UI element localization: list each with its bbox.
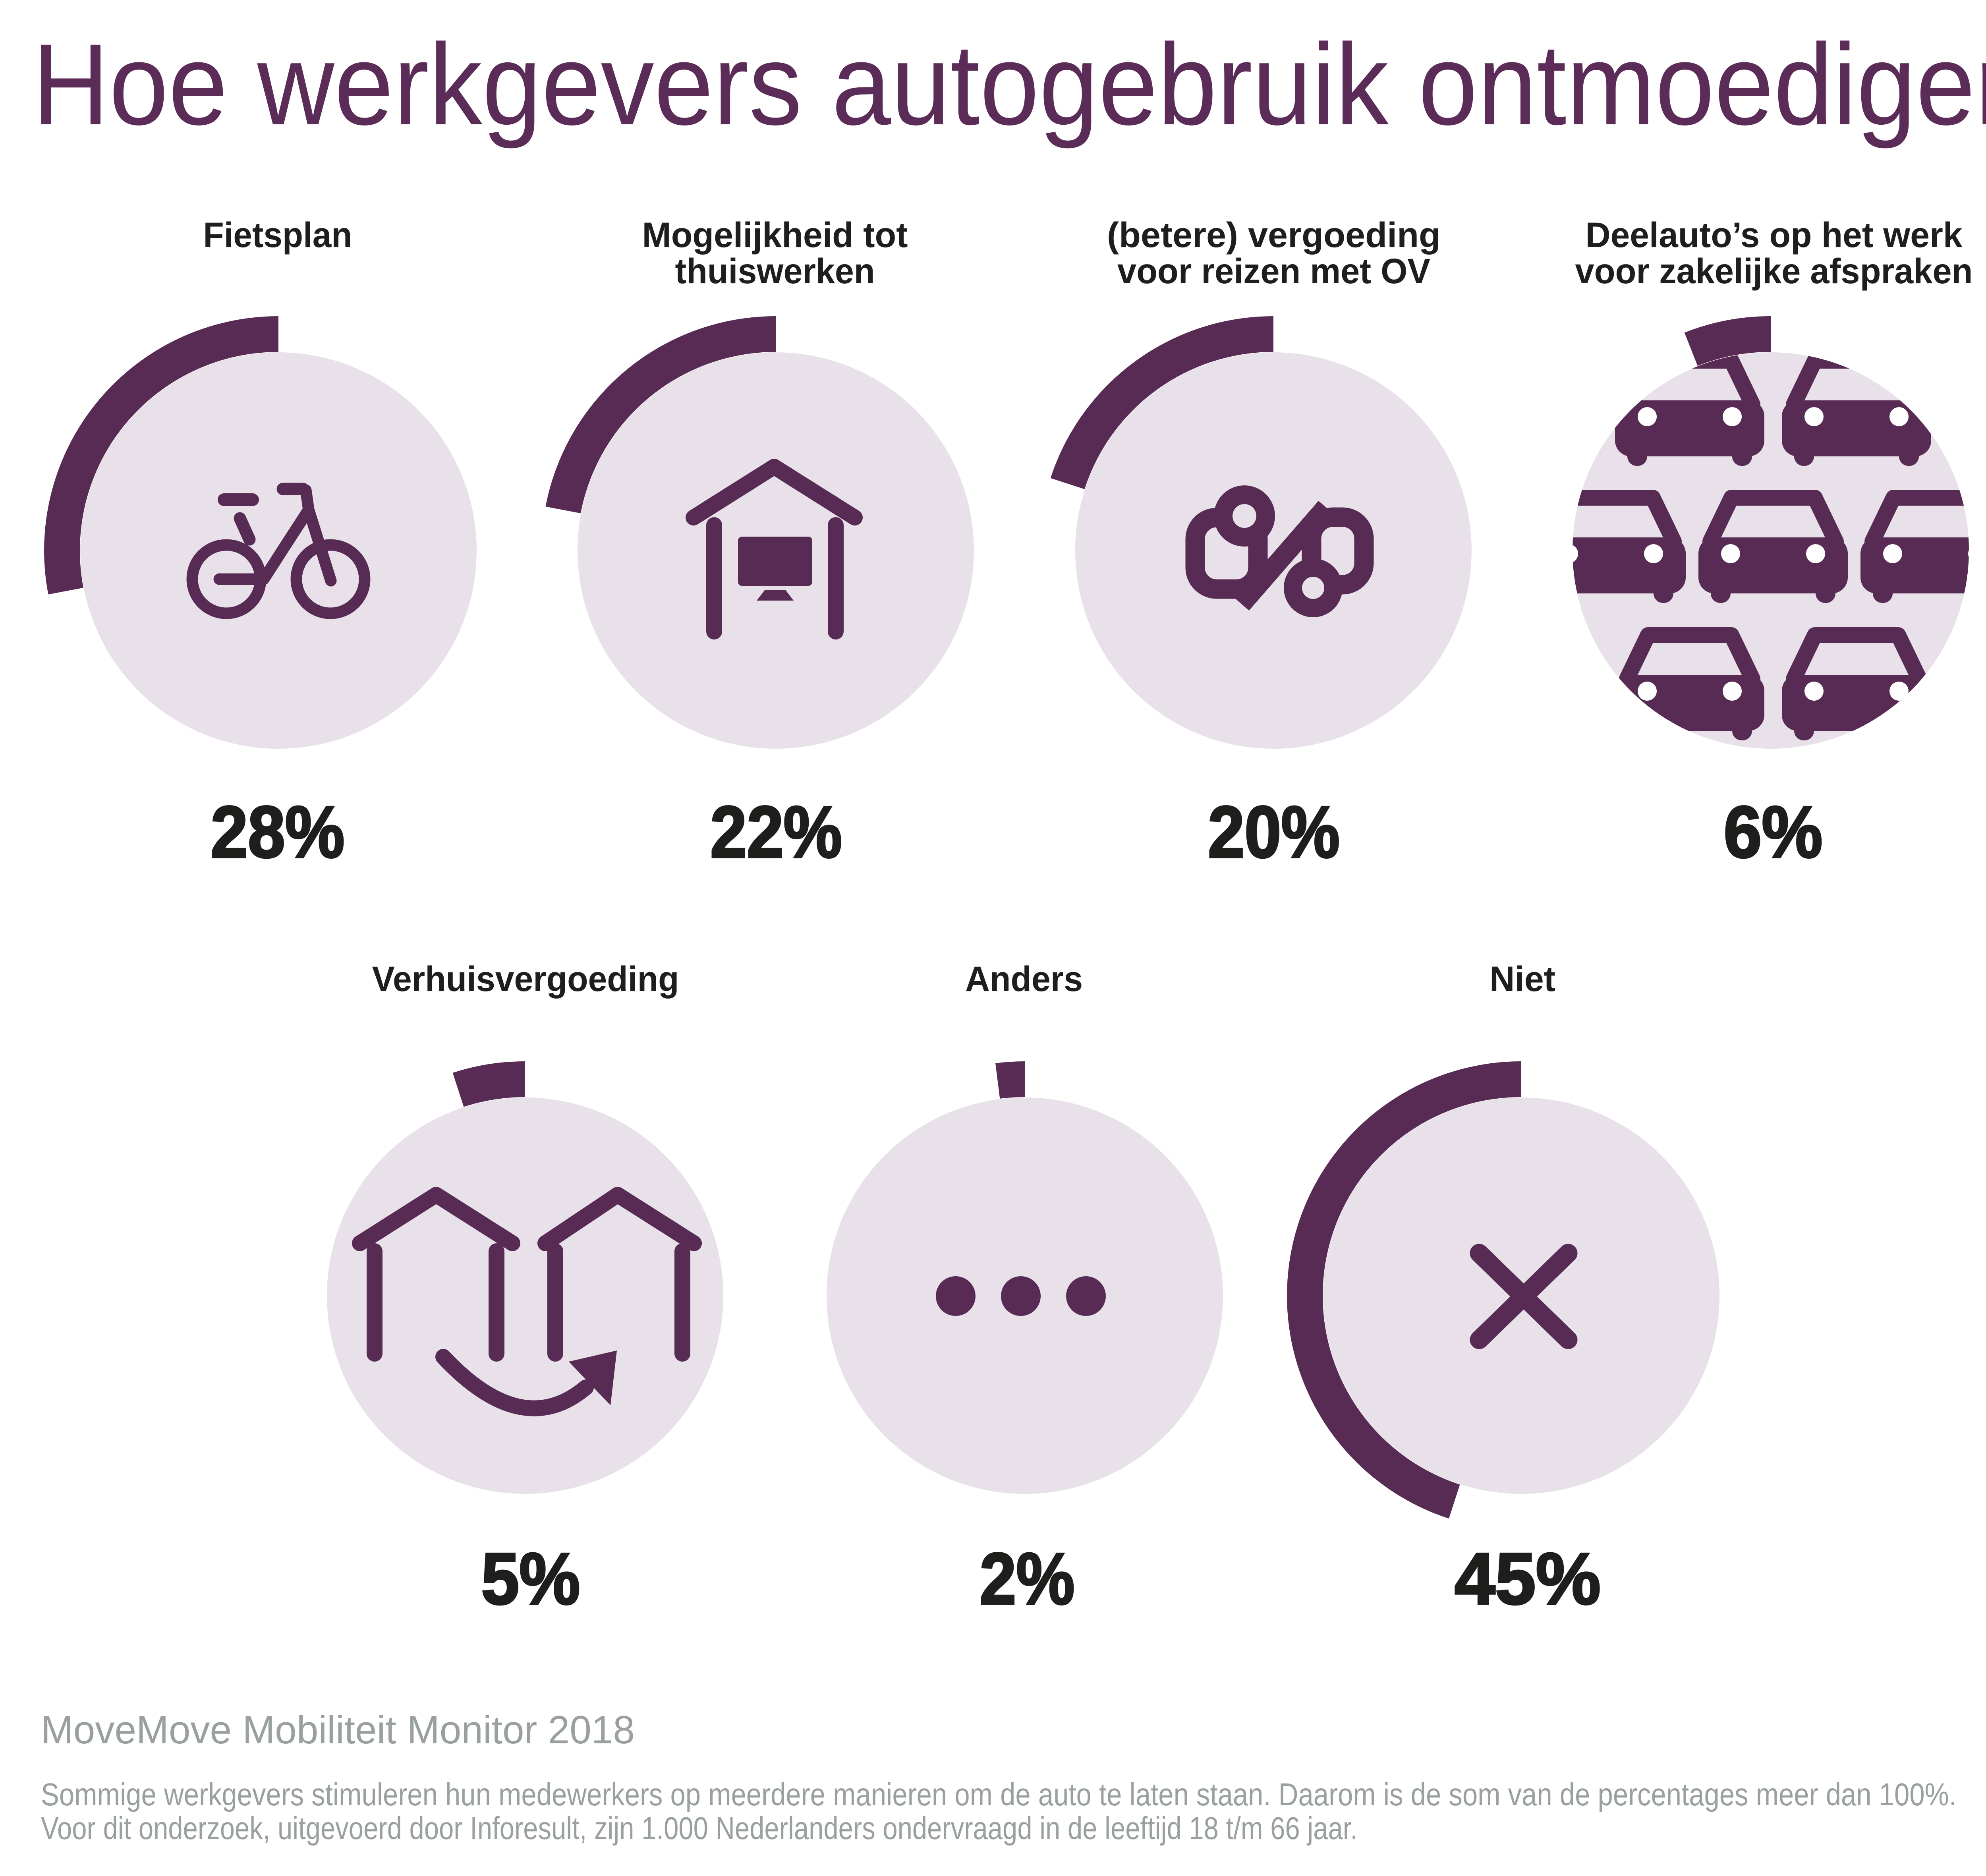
svg-text:Voor dit onderzoek, uitgevoerd: Voor dit onderzoek, uitgevoerd door Info…	[41, 1810, 1358, 1846]
svg-text:Sommige werkgevers stimuleren: Sommige werkgevers stimuleren hun medewe…	[41, 1777, 1957, 1812]
svg-text:5%: 5%	[481, 1538, 580, 1619]
svg-text:voor zakelijke afspraken: voor zakelijke afspraken	[1575, 251, 1973, 291]
svg-text:Verhuisvergoeding: Verhuisvergoeding	[372, 959, 679, 999]
svg-text:MoveMove Mobiliteit Monitor 20: MoveMove Mobiliteit Monitor 2018	[41, 1708, 635, 1752]
svg-text:20%: 20%	[1208, 791, 1340, 873]
svg-text:Mogelijkheid tot: Mogelijkheid tot	[642, 215, 908, 255]
svg-text:Niet: Niet	[1490, 959, 1555, 999]
svg-text:Hoe werkgevers autogebruik ont: Hoe werkgevers autogebruik ontmoedigen	[32, 20, 1986, 150]
svg-text:28%: 28%	[211, 791, 345, 873]
svg-text:45%: 45%	[1455, 1538, 1601, 1619]
svg-text:22%: 22%	[710, 791, 842, 873]
svg-text:Anders: Anders	[965, 959, 1083, 999]
svg-text:thuiswerken: thuiswerken	[675, 251, 875, 291]
svg-text:voor reizen met OV: voor reizen met OV	[1117, 251, 1430, 291]
svg-text:(betere) vergoeding: (betere) vergoeding	[1107, 215, 1441, 255]
svg-text:6%: 6%	[1724, 791, 1823, 873]
svg-text:2%: 2%	[980, 1538, 1075, 1619]
svg-text:Deelauto’s op het werk: Deelauto’s op het werk	[1586, 215, 1963, 255]
svg-text:Fietsplan: Fietsplan	[203, 215, 352, 255]
